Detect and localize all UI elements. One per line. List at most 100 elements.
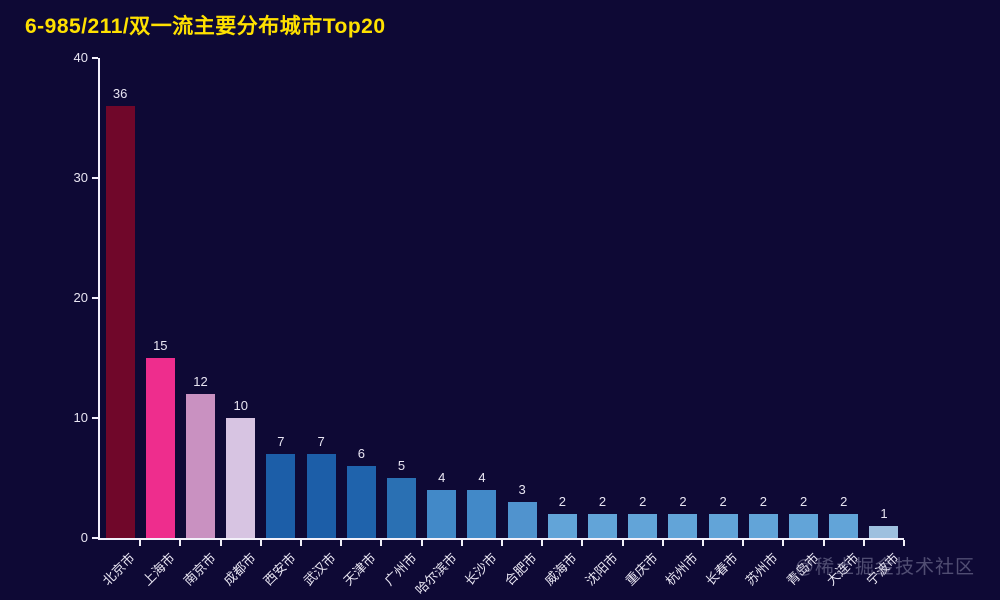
bar-value-label: 2 <box>679 494 687 509</box>
bar-value-label: 2 <box>799 494 808 509</box>
bar-value-label: 7 <box>277 434 285 449</box>
bar-cell: 7 武汉市 <box>301 58 343 588</box>
x-axis-label: 长春市 <box>702 550 741 589</box>
x-axis-tick-mark <box>822 540 825 546</box>
x-axis-label: 杭州市 <box>662 550 701 589</box>
bar-cell: 7 西安市 <box>260 58 303 588</box>
y-axis-tick-label: 40 <box>73 50 88 65</box>
bar-cell: 4 哈尔滨市 <box>412 58 463 598</box>
bar-cell: 5 广州市 <box>381 58 423 588</box>
bar-value-label: 3 <box>518 482 526 497</box>
bar[interactable] <box>105 106 135 538</box>
x-axis-tick-mark <box>219 540 222 546</box>
x-axis-tick-mark <box>541 540 544 546</box>
bar-cell: 2 青岛市 <box>783 58 825 588</box>
y-axis-tick-mark <box>92 177 98 179</box>
bar[interactable] <box>748 514 778 538</box>
bar[interactable] <box>547 514 577 538</box>
bar-cell: 2 杭州市 <box>662 58 705 588</box>
x-axis-tick-mark <box>460 540 463 546</box>
bar[interactable] <box>427 490 457 538</box>
x-axis-tick-mark <box>300 540 303 546</box>
x-axis-label: 成都市 <box>220 550 259 589</box>
bar-value-label: 1 <box>880 506 888 521</box>
x-axis-label: 长沙市 <box>461 550 500 589</box>
watermark: @稀土掘金技术社区 <box>794 557 975 578</box>
y-axis-tick-label: 0 <box>80 530 88 545</box>
bar-cell: 2 沈阳市 <box>582 58 624 588</box>
bar[interactable] <box>467 490 497 538</box>
y-axis-tick-label: 30 <box>73 170 88 185</box>
x-axis-label: 西安市 <box>260 550 299 589</box>
bars-container: 36 北京市 15 上海市 12 南京市 10 成都市 7 西安市 7 武汉市 6 天津市 5 广州市 4 哈尔滨… <box>100 58 906 598</box>
bar[interactable] <box>668 514 698 538</box>
bar-cell: 10 成都市 <box>220 58 262 588</box>
bar[interactable] <box>266 454 296 538</box>
bar-cell: 6 天津市 <box>341 58 383 588</box>
x-axis-label: 天津市 <box>340 550 380 589</box>
bar[interactable] <box>869 526 899 538</box>
x-axis-label: 上海市 <box>139 550 179 589</box>
x-axis-tick-mark <box>420 540 423 546</box>
bar-cell: 15 上海市 <box>140 58 182 588</box>
bar-cell: 36 北京市 <box>100 58 142 588</box>
bar[interactable] <box>829 514 859 538</box>
y-axis-tick-mark <box>92 417 98 419</box>
bar-cell: 2 长春市 <box>703 58 745 588</box>
bar-cell: 3 合肥市 <box>502 58 544 588</box>
x-axis-tick-mark <box>259 540 262 546</box>
bar[interactable] <box>708 514 738 538</box>
bar-cell: 12 南京市 <box>180 58 222 588</box>
x-axis-tick-mark <box>179 540 182 546</box>
bar[interactable] <box>346 466 376 538</box>
bar-value-label: 6 <box>357 446 365 461</box>
x-axis-tick-mark <box>340 540 343 546</box>
y-axis-tick-label: 20 <box>73 290 88 305</box>
bar-value-label: 2 <box>558 494 566 509</box>
bar[interactable] <box>387 478 417 538</box>
x-axis-tick-mark <box>903 540 906 546</box>
bar-value-label: 2 <box>598 494 607 509</box>
bar[interactable] <box>226 418 256 538</box>
bar[interactable] <box>186 394 215 538</box>
bar[interactable] <box>145 358 175 538</box>
bar-value-label: 2 <box>840 494 848 509</box>
x-axis-tick-mark <box>501 540 504 546</box>
bar-value-label: 7 <box>317 434 325 449</box>
bar[interactable] <box>789 514 819 538</box>
x-axis-tick-mark <box>661 540 664 546</box>
bar[interactable] <box>628 514 658 538</box>
bar-value-label: 2 <box>719 494 727 509</box>
y-axis-tick-mark <box>92 297 98 299</box>
x-axis-tick-mark <box>380 540 383 546</box>
x-axis-label: 武汉市 <box>300 550 339 589</box>
bar[interactable] <box>588 514 618 538</box>
x-axis-label: 沈阳市 <box>582 550 621 589</box>
bar-cell: 4 长沙市 <box>461 58 504 588</box>
x-axis-label: 苏州市 <box>742 550 782 589</box>
bar-cell: 2 重庆市 <box>622 58 664 588</box>
x-axis-label: 哈尔滨市 <box>412 550 460 598</box>
bar-cell: 2 威海市 <box>542 58 584 588</box>
bar[interactable] <box>306 454 336 538</box>
x-axis-tick-mark <box>139 540 142 546</box>
bar-cell: 2 大连市 <box>823 58 865 588</box>
x-axis-tick-mark <box>581 540 584 546</box>
x-axis-label: 重庆市 <box>622 550 661 589</box>
x-axis-label: 南京市 <box>180 550 219 589</box>
bar-cell: 2 苏州市 <box>743 58 785 588</box>
bar-cell: 1 宁波市 <box>864 58 906 588</box>
y-axis-tick-mark <box>92 57 98 59</box>
bar-value-label: 15 <box>153 338 168 353</box>
x-axis-tick-mark <box>862 540 865 546</box>
y-axis-tick-label: 10 <box>73 410 88 425</box>
x-axis-tick-mark <box>782 540 785 546</box>
bar[interactable] <box>507 502 537 538</box>
x-axis-label: 合肥市 <box>501 550 540 589</box>
chart-title: 6-985/211/双一流主要分布城市Top20 <box>25 15 386 38</box>
plot-area: 0 10 20 30 40 36 北京市 15 上海市 12 南京市 10 成都市 7 西安市 7 武汉市 6 天… <box>74 50 906 598</box>
x-axis-label: 北京市 <box>99 550 138 589</box>
bar-value-label: 36 <box>112 86 128 101</box>
bar-value-label: 4 <box>438 470 446 485</box>
